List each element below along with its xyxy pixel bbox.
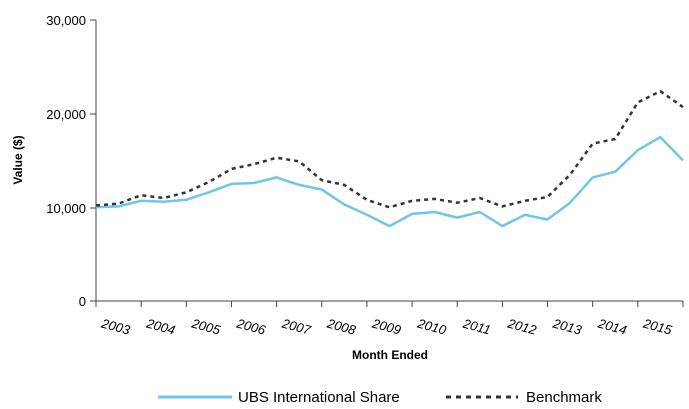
x-tick-label: 2006 — [234, 315, 268, 337]
x-tick-label: 2014 — [596, 315, 629, 337]
x-tick-label: 2010 — [415, 315, 449, 337]
x-axis: 2003 2004 2005 2006 2007 2008 2009 2010 2011 2012… — [95, 300, 684, 362]
y-tick-label: 20,000 — [46, 107, 86, 122]
y-axis-title: Value ($) — [11, 135, 25, 184]
x-tick-label: 2013 — [550, 315, 584, 337]
x-tick-label: 2009 — [370, 315, 403, 337]
x-tick-label: 2012 — [505, 315, 539, 337]
legend-label-ubs: UBS International Share — [238, 389, 400, 406]
y-tick-label: 10,000 — [46, 201, 86, 216]
x-tick-label: 2008 — [325, 315, 359, 337]
legend: UBS International Share Benchmark — [158, 389, 602, 406]
series-layer — [95, 89, 684, 228]
y-tick-label: 30,000 — [46, 13, 86, 28]
x-tick-label: 2015 — [641, 315, 675, 337]
x-tick-label: 2007 — [279, 315, 313, 337]
legend-label-benchmark: Benchmark — [526, 389, 602, 406]
x-tick-label: 2003 — [99, 315, 133, 337]
x-axis-title: Month Ended — [352, 348, 428, 362]
x-tick-label: 2005 — [189, 315, 223, 337]
x-tick-label: 2011 — [461, 316, 493, 338]
series-line-benchmark — [95, 89, 684, 209]
y-axis: 30,000 20,000 10,000 0 Value ($) — [11, 13, 97, 309]
x-tick-label: 2004 — [144, 315, 177, 337]
series-line-ubs-international-share — [95, 135, 684, 228]
y-tick-label: 0 — [79, 294, 86, 309]
